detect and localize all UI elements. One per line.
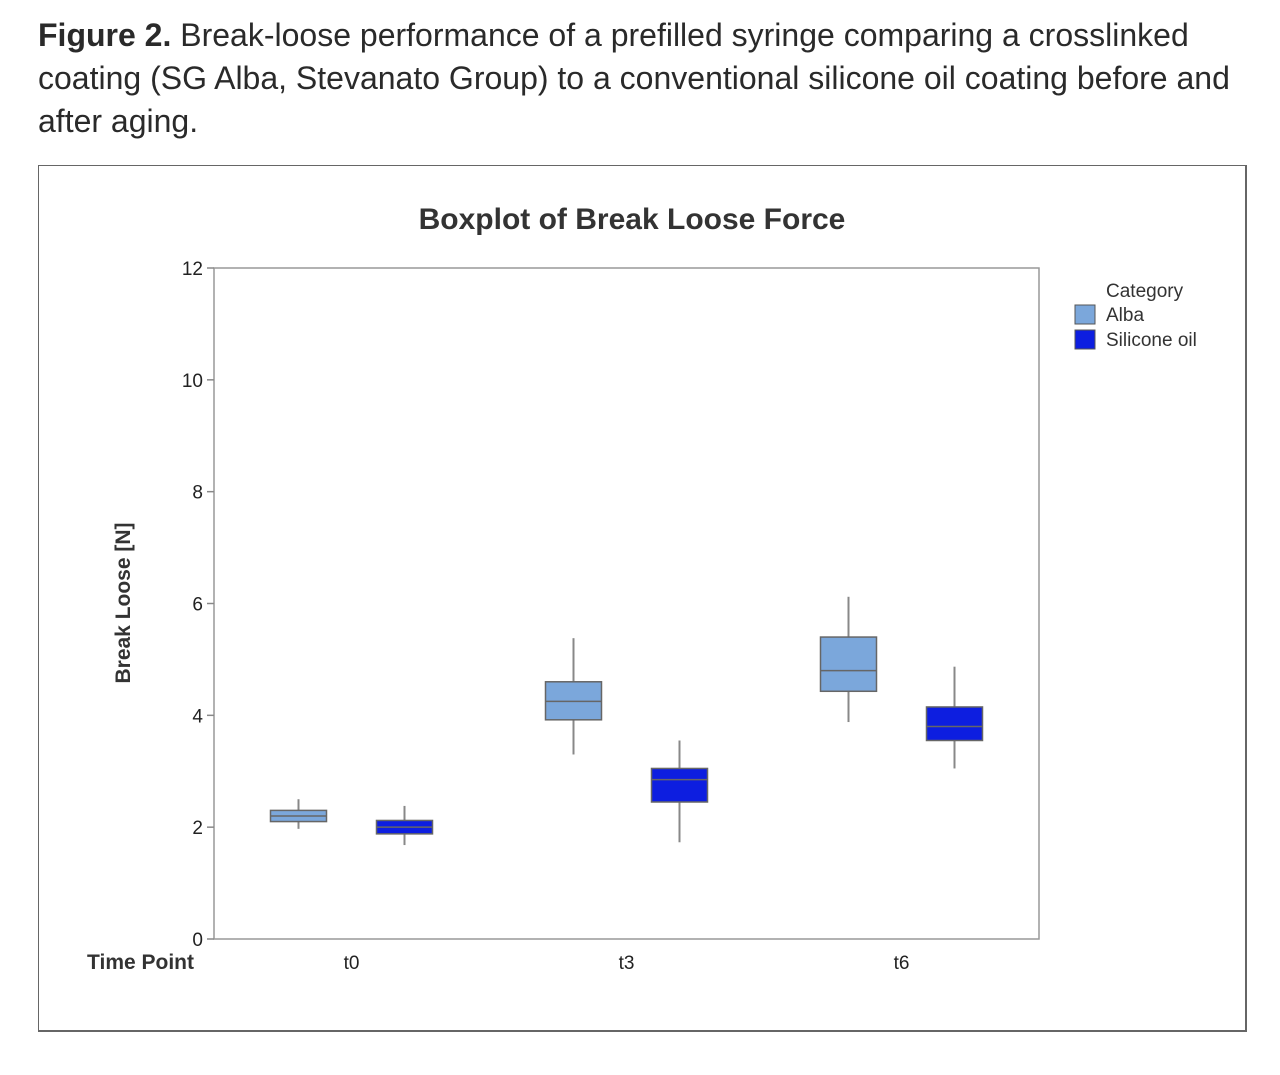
x-axis: t0 t3 t6 (344, 953, 910, 974)
legend-entry: Alba (1106, 305, 1144, 326)
y-tick-label: 8 (192, 483, 203, 504)
x-tick-label: t6 (894, 953, 910, 974)
box-body (650, 767, 709, 803)
y-axis-title: Break Loose [N] (112, 522, 135, 683)
chart-frame (38, 165, 1247, 1032)
caption-text: Break-loose performance of a prefilled s… (38, 17, 1230, 139)
y-tick-label: 10 (182, 371, 203, 392)
plot-area (213, 267, 1040, 940)
figure-caption: Figure 2. Break-loose performance of a p… (38, 14, 1238, 143)
legend-swatch (1074, 304, 1096, 325)
legend: Category Alba Silicone oil (1074, 281, 1197, 351)
box-silicone-oil-t3 (650, 740, 709, 843)
box-silicone-oil-t0 (375, 805, 434, 846)
y-tick-label: 12 (182, 259, 203, 280)
y-tick-label: 4 (192, 706, 203, 727)
legend-entry: Silicone oil (1106, 330, 1197, 351)
box-series (269, 596, 984, 846)
box-body (819, 636, 878, 693)
box-alba-t3 (544, 638, 603, 755)
y-axis: 0 2 4 6 8 10 12 (182, 259, 214, 951)
box-body (925, 706, 984, 742)
box-alba-t6 (819, 596, 878, 723)
x-tick-label: t0 (344, 953, 360, 974)
figure-label: Figure 2. (38, 17, 172, 53)
x-axis-title: Time Point (87, 951, 194, 974)
y-tick-label: 0 (192, 930, 203, 951)
legend-title: Category (1106, 281, 1184, 302)
box-silicone-oil-t6 (925, 666, 984, 769)
y-tick-label: 6 (192, 595, 203, 616)
y-tick-label: 2 (192, 818, 203, 839)
legend-swatch (1074, 329, 1096, 350)
box-alba-t0 (269, 799, 328, 829)
chart-title: Boxplot of Break Loose Force (419, 203, 846, 236)
x-tick-label: t3 (619, 953, 635, 974)
